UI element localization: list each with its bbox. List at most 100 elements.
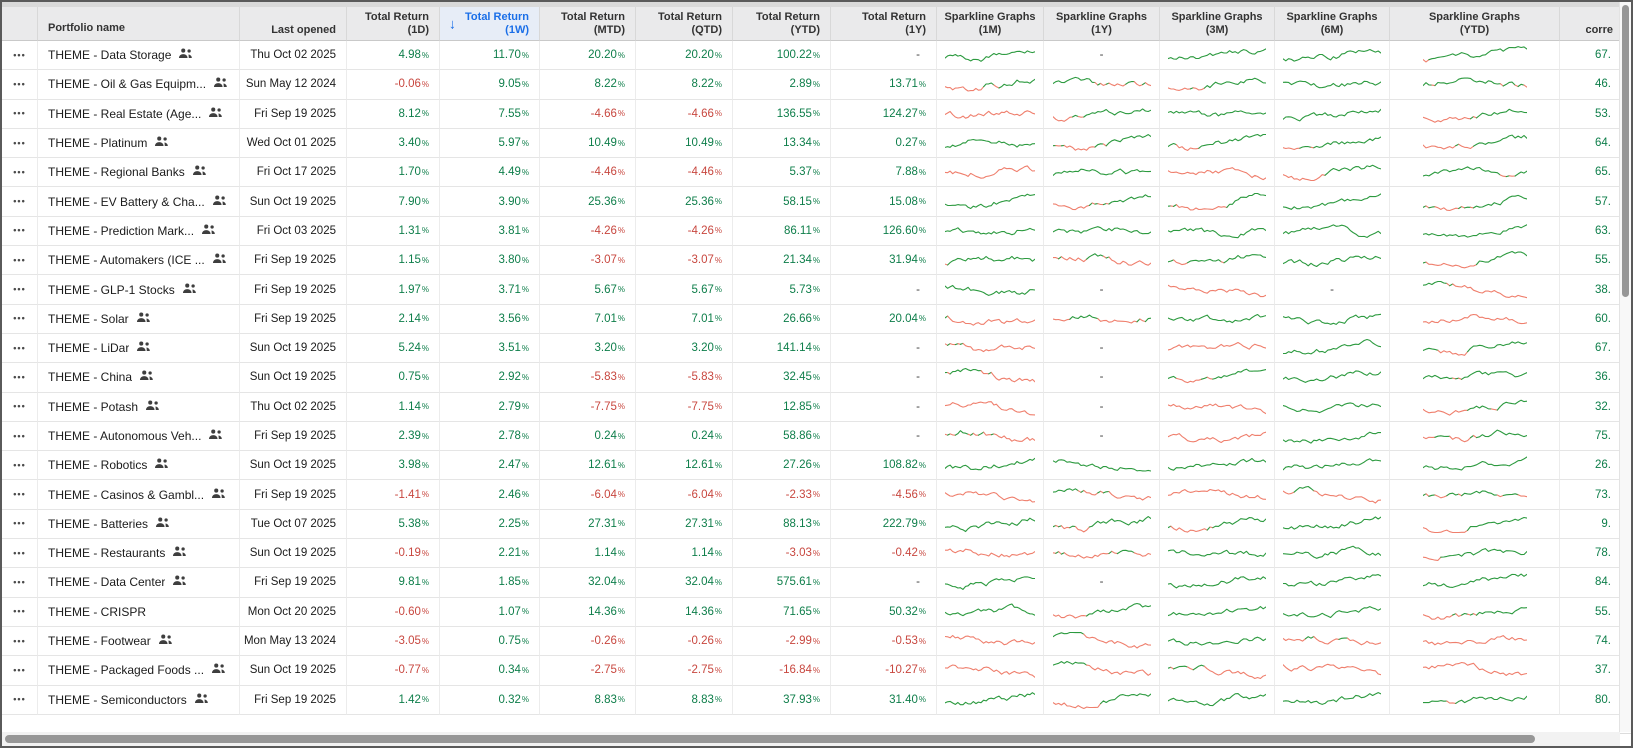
row-menu-button[interactable]: ••• (13, 49, 26, 60)
sparkline-6m-cell (1275, 597, 1390, 627)
corre-value: 37. (1595, 664, 1611, 677)
row-menu-button[interactable]: ••• (13, 576, 26, 587)
return-value: -0.06 (394, 78, 421, 91)
portfolio-name[interactable]: THEME - Data Storage (48, 48, 172, 63)
portfolio-name[interactable]: THEME - Packaged Foods ... (48, 663, 205, 678)
row-menu-button[interactable]: ••• (13, 313, 26, 324)
column-header-tr_1w[interactable]: ↓ Total Return (1W) (440, 7, 540, 41)
return-value: 8.12 (398, 107, 421, 120)
column-header-menu (2, 7, 38, 41)
horizontal-scrollbar-thumb[interactable] (5, 735, 1535, 743)
row-menu-button[interactable]: ••• (13, 430, 26, 441)
sparkline-ytd-chart (1422, 367, 1527, 387)
row-menu-button[interactable]: ••• (13, 606, 26, 617)
empty-value: - (916, 283, 920, 296)
column-header-corre[interactable]: corre (1560, 7, 1624, 41)
sparkline-1y-chart (1052, 162, 1151, 182)
portfolio-name[interactable]: THEME - Prediction Mark... (48, 223, 195, 238)
portfolio-name[interactable]: THEME - Solar (48, 311, 129, 326)
row-menu-button[interactable]: ••• (13, 78, 26, 89)
sparkline-3m-chart (1168, 397, 1266, 417)
portfolio-name[interactable]: THEME - Batteries (48, 516, 149, 531)
percent-sign: % (421, 314, 429, 324)
column-header-name[interactable]: Portfolio name (38, 7, 240, 41)
sparkline-1y-cell (1044, 128, 1160, 159)
portfolio-name[interactable]: THEME - Potash (48, 399, 139, 414)
row-menu-button[interactable]: ••• (13, 137, 26, 148)
portfolio-name[interactable]: THEME - Robotics (48, 458, 148, 473)
column-header-tr_ytd[interactable]: Total Return (YTD) (733, 7, 831, 41)
shared-users-icon (136, 341, 151, 355)
vertical-scrollbar[interactable] (1619, 2, 1631, 732)
portfolio-name[interactable]: THEME - Restaurants (48, 546, 166, 561)
portfolio-name-cell: THEME - Robotics (38, 451, 240, 481)
portfolio-name[interactable]: THEME - EV Battery & Cha... (48, 194, 205, 209)
sparkline-ytd-chart (1422, 485, 1527, 505)
row-menu-button[interactable]: ••• (13, 225, 26, 236)
row-menu-button[interactable]: ••• (13, 284, 26, 295)
total-return-ytd-cell: 37.93% (733, 685, 831, 715)
table-header-row: Portfolio name Last opened Total Return (1D… (2, 7, 1631, 41)
column-header-tr_mtd[interactable]: Total Return (MTD) (540, 7, 636, 41)
row-menu-button[interactable]: ••• (13, 664, 26, 675)
portfolio-name[interactable]: THEME - Regional Banks (48, 165, 185, 180)
row-menu-button[interactable]: ••• (13, 254, 26, 265)
total-return-1w-cell: 2.25% (440, 509, 540, 540)
sparkline-1m-chart (945, 455, 1035, 475)
portfolio-name[interactable]: THEME - Oil & Gas Equipm... (48, 77, 207, 92)
column-header-tr_qtd[interactable]: Total Return (QTD) (636, 7, 733, 41)
portfolio-name[interactable]: THEME - Casinos & Gambl... (48, 487, 205, 502)
portfolio-name[interactable]: THEME - Semiconductors (48, 692, 187, 707)
row-menu-button[interactable]: ••• (13, 694, 26, 705)
percent-sign: % (918, 636, 926, 646)
sparkline-6m-chart (1283, 514, 1381, 534)
percent-sign: % (714, 402, 722, 412)
row-menu-button[interactable]: ••• (13, 489, 26, 500)
row-menu-button[interactable]: ••• (13, 342, 26, 353)
last-opened-cell: Sun Oct 19 2025 (240, 363, 347, 393)
portfolio-name[interactable]: THEME - LiDar (48, 341, 130, 356)
vertical-scrollbar-thumb[interactable] (1622, 5, 1629, 297)
return-value: 7.88 (895, 166, 918, 179)
sparkline-1y-cell: - (1044, 275, 1160, 305)
row-menu-button[interactable]: ••• (13, 547, 26, 558)
portfolio-name[interactable]: THEME - Real Estate (Age... (48, 106, 202, 121)
column-header-spark_3m[interactable]: Sparkline Graphs (3M) (1160, 7, 1275, 41)
row-menu-button[interactable]: ••• (13, 371, 26, 382)
horizontal-scrollbar[interactable] (2, 732, 1620, 746)
last-opened-value: Fri Sep 19 2025 (254, 576, 336, 589)
portfolio-name[interactable]: THEME - Automakers (ICE ... (48, 253, 205, 268)
percent-sign: % (421, 226, 429, 236)
return-value: -2.33 (785, 488, 812, 501)
portfolio-name[interactable]: THEME - GLP-1 Stocks (48, 282, 175, 297)
portfolio-name[interactable]: THEME - CRISPR (48, 604, 147, 619)
column-header-spark_6m[interactable]: Sparkline Graphs (6M) (1275, 7, 1390, 41)
column-header-spark_1m[interactable]: Sparkline Graphs (1M) (937, 7, 1044, 41)
row-menu-button[interactable]: ••• (13, 635, 26, 646)
total-return-1d-cell: 3.98% (347, 451, 440, 481)
column-header-spark_1y[interactable]: Sparkline Graphs (1Y) (1044, 7, 1160, 41)
portfolio-name[interactable]: THEME - Footwear (48, 634, 151, 649)
column-header-spark_ytd[interactable]: Sparkline Graphs (YTD) (1390, 7, 1560, 41)
percent-sign: % (812, 372, 820, 382)
portfolio-name[interactable]: THEME - Autonomous Veh... (48, 429, 202, 443)
percent-sign: % (812, 665, 820, 675)
column-header-tr_1y[interactable]: Total Return (1Y) (831, 7, 937, 41)
row-menu-button[interactable]: ••• (13, 459, 26, 470)
portfolio-name[interactable]: THEME - Data Center (48, 575, 166, 590)
row-menu-button[interactable]: ••• (13, 518, 26, 529)
row-menu-button[interactable]: ••• (13, 108, 26, 119)
last-opened-value: Sun Oct 19 2025 (249, 459, 336, 472)
row-menu-button[interactable]: ••• (13, 401, 26, 412)
row-menu-button[interactable]: ••• (13, 166, 26, 177)
corre-value: 63. (1595, 224, 1611, 237)
percent-sign: % (521, 343, 529, 353)
row-menu-button[interactable]: ••• (13, 196, 26, 207)
total-return-1y-cell: 124.27% (831, 99, 937, 129)
column-header-tr_1d[interactable]: Total Return (1D) (347, 7, 440, 41)
column-header-last_opened[interactable]: Last opened (240, 7, 347, 41)
sparkline-3m-cell (1160, 41, 1275, 71)
return-value: 12.85 (783, 400, 812, 413)
portfolio-name[interactable]: THEME - Platinum (48, 136, 148, 151)
portfolio-name[interactable]: THEME - China (48, 370, 133, 385)
